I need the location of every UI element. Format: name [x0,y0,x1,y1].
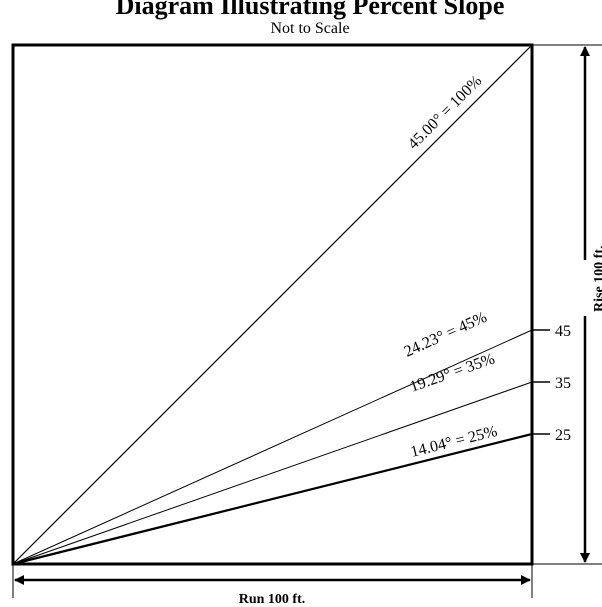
diagram-subtitle: Not to Scale [270,20,349,37]
slope-line-45 [12,329,533,565]
tick-label-25: 25 [555,427,571,444]
slope-label-100: 45.00° = 100% [405,72,485,152]
slope-line-35 [12,381,533,565]
slope-line-25 [12,432,533,566]
tick-label-45: 45 [555,323,571,340]
diagram-title: Diagram Illustrating Percent Slope [116,0,505,20]
rise-label: Rise 100 ft. [592,246,602,313]
run-label: Run 100 ft. [239,592,306,607]
slope-label-25: 14.04° = 25% [409,423,499,461]
rise-label-background [578,260,592,316]
tick-label-35: 35 [555,375,571,392]
square-frame [11,43,534,566]
slope-label-35: 19.29° = 35% [408,350,497,395]
slope-label-45: 24.23° = 45% [402,309,490,361]
slope-line-100 [12,44,533,565]
